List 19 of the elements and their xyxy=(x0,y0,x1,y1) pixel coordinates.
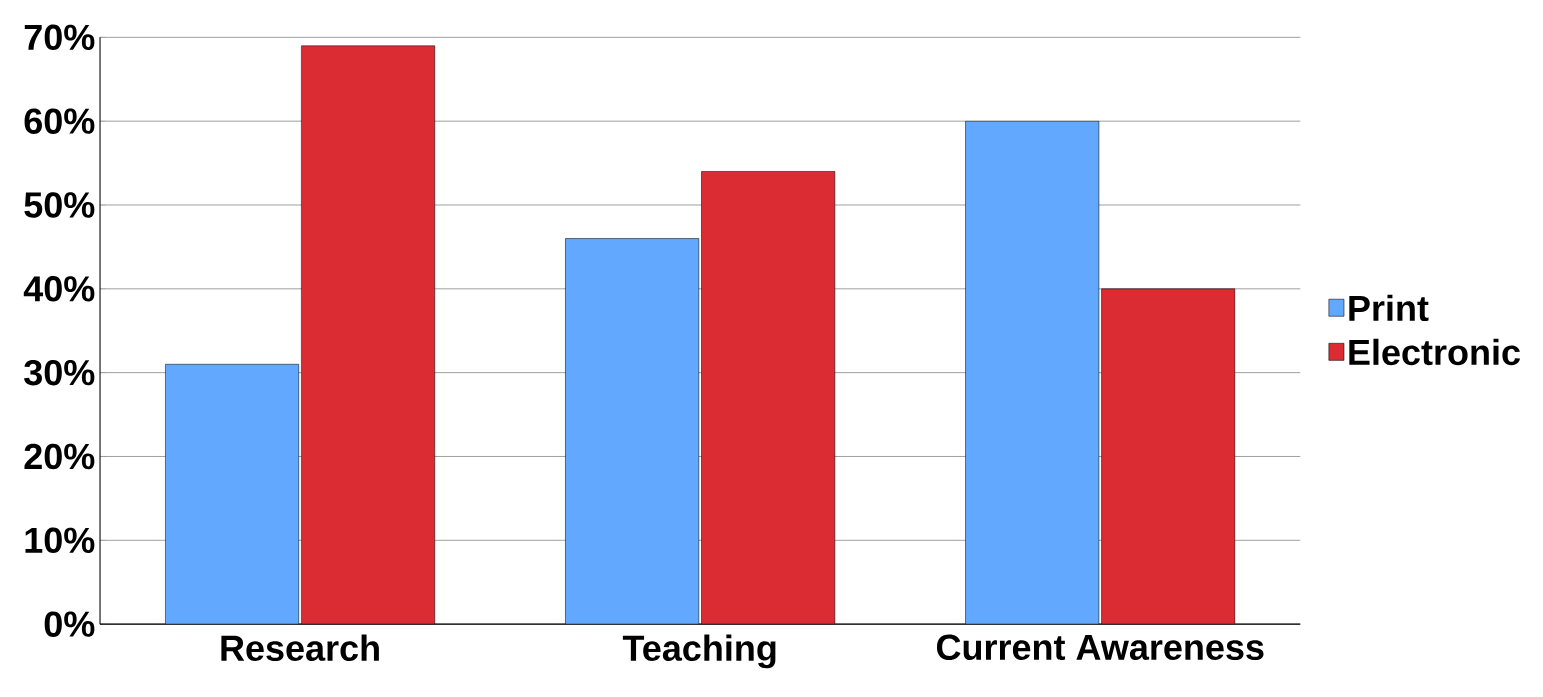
bar xyxy=(701,170,836,624)
y-tick-label: 40% xyxy=(23,275,95,302)
x-tick-label: Current Awareness xyxy=(936,634,1264,660)
x-tick-label: Research xyxy=(221,634,379,661)
legend-label: Print xyxy=(1349,294,1429,321)
bar xyxy=(165,363,299,624)
x-tick-label: Teaching xyxy=(622,634,776,669)
legend-label: Electronic xyxy=(1349,338,1520,365)
y-tick-label: 30% xyxy=(24,359,95,386)
y-tick-label: 0% xyxy=(44,611,95,637)
y-tick-label: 50% xyxy=(24,192,95,218)
bar xyxy=(965,120,1100,624)
y-tick-label: 10% xyxy=(25,527,95,553)
y-tick-label: 60% xyxy=(24,108,95,134)
bar xyxy=(565,238,700,624)
bar xyxy=(1101,288,1236,624)
y-tick-label: 70% xyxy=(24,24,95,50)
y-tick-label: 20% xyxy=(24,443,95,469)
bar xyxy=(301,45,436,624)
